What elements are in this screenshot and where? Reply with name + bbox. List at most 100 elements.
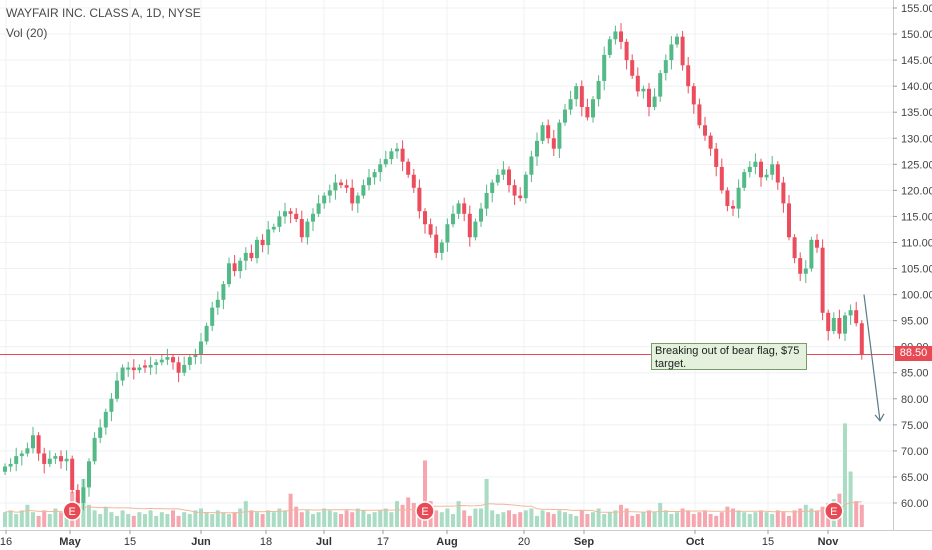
volume-bar (193, 510, 198, 527)
candle (311, 208, 315, 232)
volume-bar (423, 460, 427, 527)
price-tick-label: 60.00 (901, 498, 929, 510)
candle (389, 148, 394, 165)
volume-bar (316, 512, 321, 527)
candle-body (395, 148, 399, 152)
time-tick-label: 20 (518, 536, 530, 548)
volume-bar (479, 508, 483, 527)
candle (535, 132, 539, 166)
candle (731, 200, 735, 216)
candle (764, 169, 769, 181)
price-tick-label: 155.00 (901, 3, 932, 15)
candle-body (859, 323, 864, 355)
earnings-marker[interactable]: E (415, 501, 435, 521)
earnings-circle (415, 501, 435, 521)
candle-body (568, 99, 573, 110)
candle (613, 25, 618, 45)
candle-body (378, 164, 383, 173)
candle-body (507, 169, 511, 186)
volume-bar (232, 512, 237, 527)
chart-title: WAYFAIR INC. CLASS A, 1D, NYSE (6, 6, 201, 20)
candle-body (675, 36, 679, 45)
candle-body (708, 135, 713, 149)
candle-body (283, 211, 287, 217)
candle (591, 96, 595, 123)
volume-bar (467, 515, 472, 527)
volume-bar (579, 510, 584, 527)
candle-body (75, 489, 80, 503)
candle-body (232, 263, 237, 272)
candle (826, 309, 831, 341)
volume-bar (736, 510, 741, 527)
candle (854, 301, 859, 327)
volume-bar (719, 512, 724, 527)
price-axis[interactable]: 155.00 150.00 145.00 140.00 135.00 130.00 125.… (893, 3, 932, 510)
price-tick-label: 120.00 (901, 185, 932, 197)
earnings-marker[interactable]: E (62, 501, 82, 521)
candle (596, 75, 601, 107)
candle-body (131, 367, 136, 371)
candle-body (367, 177, 371, 186)
candle-body (389, 151, 394, 160)
volume-bar (775, 510, 780, 527)
candle-body (81, 487, 86, 503)
candle-body (19, 453, 24, 457)
candle-body (243, 252, 248, 261)
candle-body (120, 367, 125, 381)
candle-body (831, 318, 836, 332)
volume-bar (568, 514, 573, 527)
time-axis[interactable]: 16 May 15 Jun 18 Jul 17 Aug 20 Sep Oct 15 Nov (0, 530, 839, 548)
candle (182, 356, 187, 376)
candle (512, 179, 517, 205)
candle-body (445, 224, 450, 243)
earnings-marker[interactable]: E (824, 501, 844, 521)
volume-bar (367, 514, 371, 527)
candle (199, 333, 203, 364)
volume-bar (411, 502, 416, 527)
volume-bar (255, 512, 259, 527)
volume-bar (350, 512, 355, 527)
candle (607, 36, 612, 59)
annotation-note[interactable]: Breaking out of bear flag, $75 target. (651, 343, 807, 370)
candle-body (540, 125, 545, 141)
volume-bar (159, 512, 164, 527)
candle (725, 187, 730, 212)
volume-bar (115, 515, 119, 527)
price-tick-label: 115.00 (901, 211, 932, 223)
candle (137, 364, 142, 374)
candle (630, 54, 635, 79)
volume-bar (311, 514, 315, 527)
candle-body (473, 221, 478, 238)
candle-body (703, 125, 707, 136)
candle-body (635, 75, 640, 92)
earnings-label: E (69, 506, 76, 518)
volume-bar (221, 512, 226, 527)
candle-body (344, 185, 349, 188)
candle (411, 169, 416, 193)
volume-bar (176, 515, 181, 527)
time-tick-label: 18 (260, 536, 272, 548)
candle-body (719, 166, 724, 191)
candle (339, 179, 343, 189)
candle-body (59, 456, 63, 462)
candle (691, 83, 696, 114)
gridlines (0, 0, 893, 530)
candle-body (383, 159, 388, 165)
candle-body (14, 456, 19, 464)
volume-bar (148, 510, 153, 527)
candle (367, 169, 371, 191)
candle (131, 359, 136, 380)
volume-bar (848, 471, 853, 527)
candle-body (815, 239, 819, 248)
candle (820, 239, 825, 321)
candle-body (53, 456, 58, 459)
candle-body (299, 219, 304, 238)
candle-body (154, 362, 159, 365)
candle (3, 463, 7, 475)
volume-bar (792, 510, 797, 527)
price-tick-label: 70.00 (901, 446, 929, 458)
volume-bar (378, 510, 383, 527)
candle-body (787, 203, 791, 238)
